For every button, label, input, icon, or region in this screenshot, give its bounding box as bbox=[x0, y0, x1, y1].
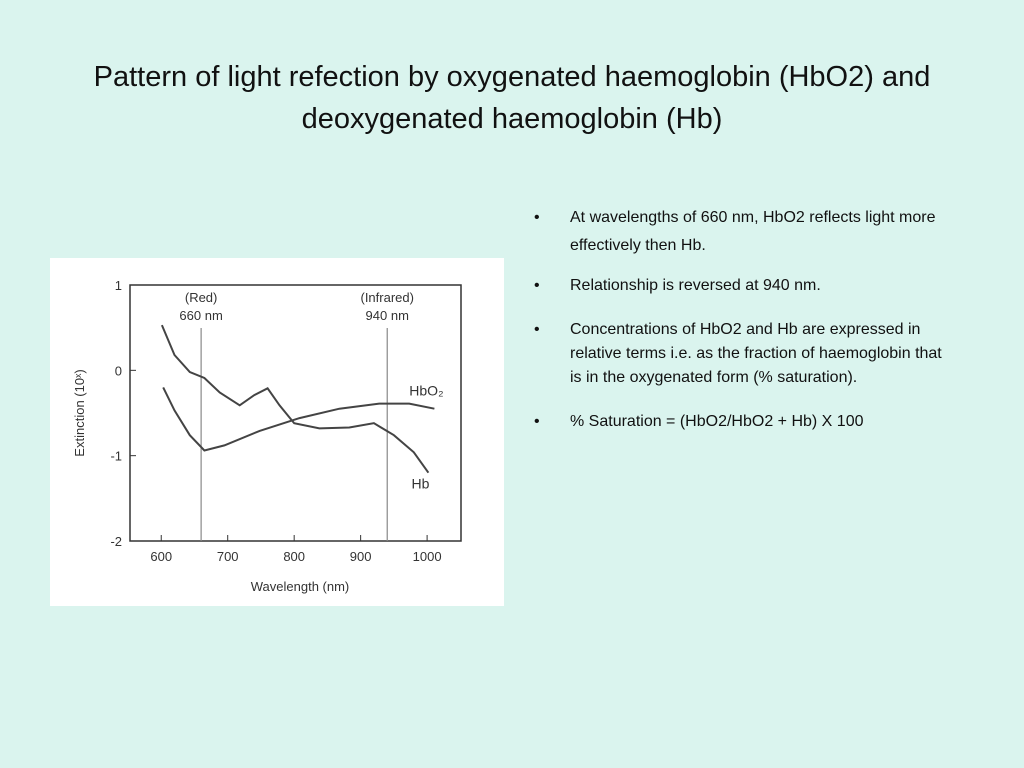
bullet: Relationship is reversed at 940 nm. bbox=[530, 274, 950, 298]
marker-label: (Red) bbox=[185, 290, 218, 305]
marker-label: 940 nm bbox=[366, 308, 409, 323]
x-tick-label: 800 bbox=[283, 549, 305, 564]
y-axis-label: Extinction (10ˣ) bbox=[72, 369, 87, 456]
marker-label: 660 nm bbox=[179, 308, 222, 323]
marker-label: (Infrared) bbox=[360, 290, 413, 305]
x-tick-label: 600 bbox=[150, 549, 172, 564]
figure-background bbox=[50, 258, 504, 606]
bullet-list: At wavelengths of 660 nm, HbO2 reflects … bbox=[530, 204, 950, 454]
bullet: Concentrations of HbO2 and Hb are expres… bbox=[530, 318, 950, 390]
series-line bbox=[162, 386, 435, 452]
x-tick-label: 700 bbox=[217, 549, 239, 564]
x-axis-label: Wavelength (nm) bbox=[251, 579, 350, 594]
plot-frame bbox=[129, 284, 462, 542]
x-tick-label: 1000 bbox=[413, 549, 442, 564]
bullet: At wavelengths of 660 nm, HbO2 reflects … bbox=[530, 204, 950, 260]
series-line bbox=[160, 324, 430, 474]
bullet: % Saturation = (HbO2/HbO2 + Hb) X 100 bbox=[530, 410, 950, 434]
y-tick-label: 1 bbox=[115, 278, 122, 293]
y-tick-label: -1 bbox=[110, 449, 122, 464]
slide-title: Pattern of light refection by oxygenated… bbox=[93, 61, 931, 135]
y-tick-label: 0 bbox=[115, 363, 122, 378]
series-label: Hb bbox=[411, 476, 429, 492]
x-tick-label: 900 bbox=[350, 549, 372, 564]
y-tick-label: -2 bbox=[110, 534, 122, 549]
series-label: HbO₂ bbox=[409, 383, 443, 399]
